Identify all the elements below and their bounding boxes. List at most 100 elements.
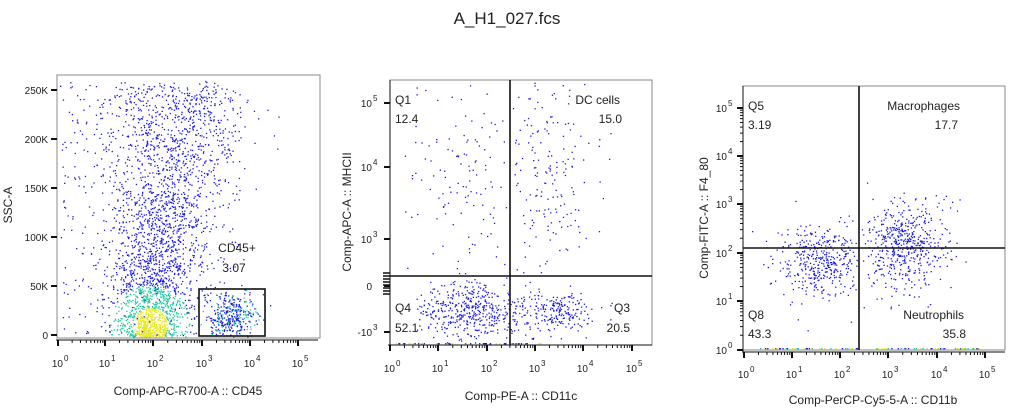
event-dot <box>223 317 226 319</box>
event-dot <box>188 204 190 206</box>
event-dot <box>130 191 132 193</box>
event-dot <box>159 280 162 282</box>
event-dot <box>174 315 176 317</box>
event-dot <box>167 214 169 217</box>
event-dot <box>432 253 434 255</box>
x-tick-exponent: 0 <box>64 354 69 363</box>
event-dot <box>152 322 154 324</box>
event-dot <box>147 221 149 223</box>
event-dot <box>152 335 154 338</box>
event-dot <box>531 149 533 151</box>
event-dot <box>123 269 126 271</box>
event-dot <box>845 240 847 242</box>
event-dot <box>153 239 155 241</box>
event-dot <box>171 187 173 189</box>
event-dot <box>846 225 848 228</box>
event-dot <box>189 124 191 126</box>
event-dot <box>517 343 520 345</box>
event-dot <box>222 325 224 327</box>
event-dot <box>139 246 141 248</box>
event-dot <box>167 319 169 321</box>
event-dot <box>195 237 197 239</box>
event-dot <box>425 314 428 317</box>
event-dot <box>212 332 214 334</box>
event-dot <box>199 115 202 117</box>
event-dot <box>141 319 143 321</box>
event-dot <box>79 130 82 132</box>
event-dot <box>255 311 257 313</box>
event-dot <box>139 99 141 101</box>
event-dot <box>169 309 172 312</box>
event-dot <box>828 300 830 302</box>
event-dot <box>432 312 434 314</box>
event-dot <box>450 297 452 299</box>
event-dot <box>111 334 113 336</box>
event-dot <box>429 188 431 191</box>
event-dot <box>486 302 488 304</box>
event-dot <box>171 166 173 168</box>
event-dot <box>228 329 231 331</box>
event-dot <box>179 176 181 178</box>
event-dot <box>219 128 221 130</box>
event-dot <box>218 296 221 298</box>
event-dot <box>143 197 145 199</box>
event-dot <box>149 155 151 157</box>
event-dot <box>142 290 144 292</box>
event-dot <box>137 107 140 109</box>
event-dot <box>549 300 551 302</box>
event-dot <box>540 195 542 197</box>
event-dot <box>515 312 517 315</box>
event-dot <box>161 86 163 88</box>
event-dot <box>137 313 139 315</box>
event-dot <box>64 141 66 143</box>
event-dot <box>159 311 161 313</box>
event-dot <box>174 88 176 90</box>
event-dot <box>163 291 165 293</box>
event-dot <box>196 134 198 136</box>
event-dot <box>185 202 188 204</box>
event-dot <box>195 239 197 242</box>
event-dot <box>76 142 78 144</box>
event-dot <box>185 330 187 333</box>
event-dot <box>209 159 211 161</box>
event-dot <box>239 314 241 316</box>
event-dot <box>160 179 162 181</box>
event-dot <box>535 312 537 315</box>
event-dot <box>170 136 172 139</box>
event-dot <box>580 306 583 308</box>
event-dot <box>191 95 193 98</box>
event-dot <box>82 278 84 280</box>
event-dot <box>546 122 548 124</box>
event-dot <box>128 190 130 192</box>
event-dot <box>494 123 496 126</box>
event-dot <box>169 86 172 88</box>
event-dot <box>77 122 79 124</box>
event-dot <box>818 267 820 270</box>
event-dot <box>132 332 134 334</box>
event-dot <box>152 245 154 247</box>
event-dot <box>843 244 845 246</box>
event-dot <box>824 241 826 243</box>
event-dot <box>255 320 257 322</box>
event-dot <box>550 335 552 338</box>
cd45-gate[interactable] <box>198 288 266 337</box>
event-dot <box>133 307 135 309</box>
event-dot <box>135 213 138 215</box>
event-dot <box>150 320 152 322</box>
event-dot <box>188 224 190 226</box>
event-dot <box>474 329 476 331</box>
event-dot <box>127 334 129 336</box>
event-dot <box>565 326 567 328</box>
event-dot <box>546 172 548 174</box>
event-dot <box>213 167 215 169</box>
event-dot <box>131 276 133 278</box>
event-dot <box>158 331 161 333</box>
event-dot <box>175 287 178 289</box>
event-dot <box>528 245 531 247</box>
event-dot <box>179 224 181 226</box>
event-dot <box>155 330 157 332</box>
event-dot <box>167 306 169 308</box>
event-dot <box>236 333 238 335</box>
event-dot <box>130 334 132 336</box>
event-dot <box>143 236 145 238</box>
